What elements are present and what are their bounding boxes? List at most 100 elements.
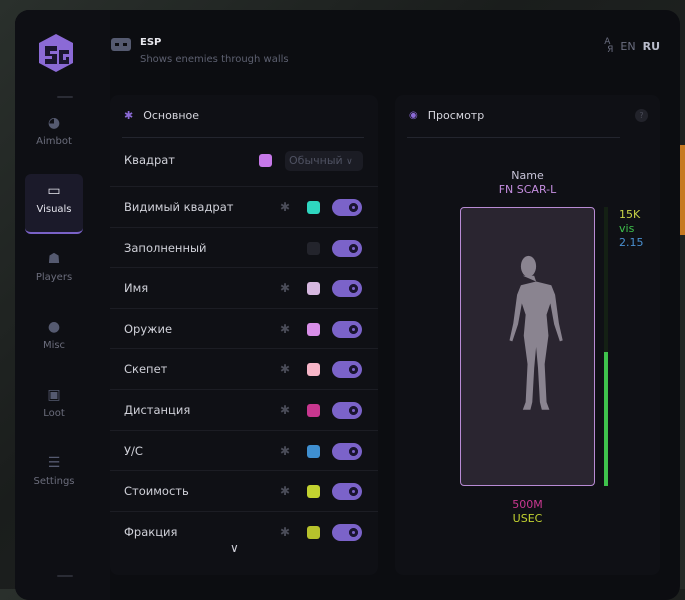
sidebar-item-settings[interactable]: ☰ Settings	[25, 446, 83, 506]
logo	[39, 34, 73, 72]
sidebar-item-visuals[interactable]: ▭ Visuals	[25, 174, 83, 234]
vr-goggles-icon	[111, 38, 131, 51]
sidebar: ◕ Aimbot ▭ Visuals ☗ Players ● Misc ▣ Loot ☰ Settin…	[15, 10, 110, 600]
preview-card: ◉ Просмотр ? Name FN SCAR-L 15K vis 2.15…	[395, 95, 660, 575]
preview-weapon: FN SCAR-L	[498, 183, 557, 196]
setting-label: У/С	[124, 443, 143, 458]
sidebar-item-label: Visuals	[36, 204, 72, 215]
chevron-down-icon: ∨	[346, 157, 353, 167]
dropdown-value: Обычный	[289, 154, 343, 167]
color-swatch[interactable]	[259, 154, 272, 167]
toggle-switch[interactable]	[332, 402, 362, 419]
setting-row: Видимый квадрат ✱	[110, 186, 378, 227]
app-window: ◕ Aimbot ▭ Visuals ☗ Players ● Misc ▣ Loot ☰ Settin…	[15, 10, 680, 600]
preview-distance: 500M	[512, 498, 543, 511]
color-swatch[interactable]	[307, 485, 320, 499]
setting-row: Скепет ✱	[110, 348, 378, 389]
gear-icon: ✱	[124, 109, 134, 122]
gear-icon[interactable]: ✱	[280, 362, 291, 377]
setting-label: Заполненный	[124, 240, 207, 255]
gear-icon[interactable]: ✱	[280, 281, 291, 296]
setting-label: Видимый квадрат	[124, 200, 234, 214]
setting-row: Имя ✱	[110, 267, 378, 308]
sidebar-item-label: Loot	[43, 408, 65, 419]
main-settings-card: ✱ Основное Квадрат Обычный ∨ Видимый ква…	[110, 95, 378, 575]
lang-en[interactable]: EN	[620, 39, 636, 53]
sidebar-item-label: Players	[35, 272, 73, 283]
divider	[57, 96, 73, 98]
eye-icon: ◉	[409, 110, 418, 121]
toggle-switch[interactable]	[332, 320, 362, 338]
setting-row: У/С ✱	[110, 429, 378, 471]
alien-icon: ◕	[47, 115, 61, 131]
color-swatch[interactable]	[307, 241, 320, 255]
toggle-switch[interactable]	[332, 280, 362, 298]
section-header: ◉ Просмотр	[409, 109, 484, 122]
gear-icon[interactable]: ✱	[280, 484, 291, 499]
color-swatch[interactable]	[307, 282, 320, 296]
section-title: Просмотр	[427, 109, 485, 122]
toggle-switch[interactable]	[332, 361, 362, 379]
sidebar-item-label: Aimbot	[36, 136, 72, 147]
color-swatch[interactable]	[307, 444, 320, 458]
gear-icon[interactable]: ✱	[280, 524, 291, 539]
gear-icon[interactable]: ✱	[280, 443, 291, 458]
color-swatch[interactable]	[307, 525, 320, 539]
setting-row: Оружие ✱	[110, 307, 378, 349]
page-title: ESP	[140, 37, 162, 48]
setting-row: Заполненный	[110, 226, 378, 268]
list-icon: ☰	[47, 455, 61, 471]
setting-label: Имя	[124, 281, 149, 296]
setting-label: Фракция	[124, 524, 178, 539]
sidebar-item-players[interactable]: ☗ Players	[25, 242, 83, 302]
preview-visibility: vis	[619, 222, 635, 235]
divider	[407, 137, 620, 138]
toggle-switch[interactable]	[332, 442, 362, 460]
toggle-switch[interactable]	[332, 199, 362, 216]
sidebar-item-misc[interactable]: ● Misc	[25, 310, 83, 370]
background-element	[677, 145, 685, 235]
gear-icon[interactable]: ✱	[280, 321, 291, 336]
health-bar-fill	[604, 352, 608, 486]
color-swatch[interactable]	[307, 322, 320, 336]
gear-icon[interactable]: ✱	[280, 403, 291, 417]
color-swatch[interactable]	[307, 201, 320, 214]
preview-box	[460, 207, 595, 486]
sidebar-item-label: Settings	[33, 476, 75, 487]
preview-faction: USEC	[512, 512, 543, 525]
setting-label: Стоимость	[124, 484, 189, 499]
toolbox-icon: ▣	[47, 387, 61, 403]
scroll-down-chevron-icon[interactable]: ∨	[230, 541, 239, 555]
box-mode-dropdown[interactable]: Обычный ∨	[285, 151, 363, 171]
sidebar-item-label: Misc	[42, 340, 66, 351]
toggle-switch[interactable]	[332, 239, 362, 257]
divider	[57, 575, 73, 577]
setting-label: Квадрат	[124, 153, 175, 167]
users-icon: ☗	[47, 251, 61, 267]
toggle-switch[interactable]	[332, 483, 362, 501]
setting-row: Стоимость ✱	[110, 470, 378, 511]
sidebar-item-loot[interactable]: ▣ Loot	[25, 378, 83, 438]
sidebar-item-aimbot[interactable]: ◕ Aimbot	[25, 106, 83, 166]
divider	[122, 137, 364, 138]
player-model-image	[509, 255, 563, 410]
gear-icon[interactable]: ✱	[280, 200, 291, 214]
preview-kd: 2.15	[619, 236, 644, 249]
setting-row: Фракция ✱	[110, 510, 378, 552]
section-title: Основное	[143, 109, 200, 122]
help-icon[interactable]: ?	[635, 109, 648, 122]
color-swatch[interactable]	[307, 404, 320, 417]
lang-ru[interactable]: RU	[642, 39, 660, 53]
section-header: ✱ Основное	[124, 109, 199, 122]
toggle-switch[interactable]	[332, 523, 362, 541]
language-switcher: A Я EN RU	[604, 37, 660, 55]
setting-row-box: Квадрат Обычный ∨	[110, 145, 378, 186]
setting-label: Оружие	[124, 321, 173, 336]
dots-icon: ●	[47, 319, 61, 335]
setting-row: Дистанция ✱	[110, 389, 378, 430]
translate-icon: A Я	[604, 37, 614, 55]
color-swatch[interactable]	[307, 363, 320, 377]
setting-label: Скепет	[124, 362, 168, 377]
health-bar	[604, 207, 608, 486]
setting-label: Дистанция	[124, 403, 191, 417]
